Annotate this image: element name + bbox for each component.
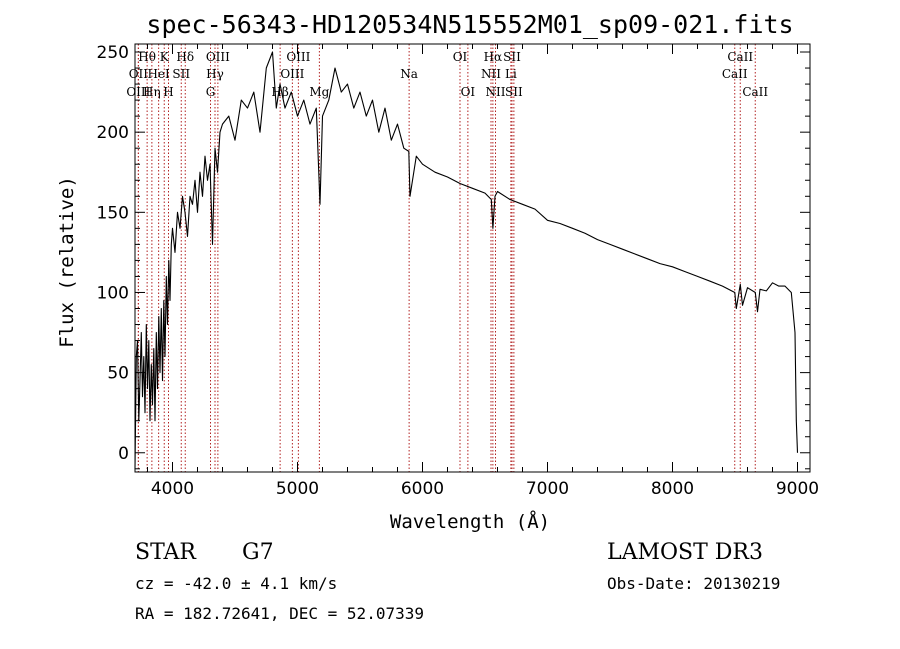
spectral-line-label: CaII: [742, 85, 768, 99]
object-class: STAR: [135, 540, 197, 565]
spectral-line-label: Hθ: [138, 50, 156, 64]
spectral-line-label: OI: [461, 85, 476, 99]
spectral-line-markers: [137, 44, 756, 472]
x-tick-label: 9000: [776, 479, 819, 499]
y-tick-label: 250: [97, 43, 129, 63]
spectral-line-label: OI: [453, 50, 468, 64]
survey-name: LAMOST DR3: [607, 540, 763, 565]
axis-ticks: 4000 5000 6000 7000 8000 9000 0 50 100 150 200 250: [97, 43, 820, 499]
spectral-line-label: K: [160, 50, 170, 64]
spectrum-series-line: [134, 51, 799, 469]
y-tick-label: 150: [97, 203, 129, 223]
y-axis-label: Flux (relative): [56, 176, 78, 348]
spectral-line-label: SII: [505, 85, 523, 99]
y-tick-label: 200: [97, 123, 129, 143]
plot-frame: [134, 43, 811, 473]
sky-coordinates: RA = 182.72641, DEC = 52.07339: [135, 604, 424, 623]
object-subclass: G7: [242, 540, 274, 565]
spectral-line-label: OIII: [286, 50, 310, 64]
spectral-line-label: SII: [172, 67, 190, 81]
x-axis-label: Wavelength (Å): [390, 510, 550, 533]
x-tick-label: 8000: [651, 479, 694, 499]
spectral-line-label: OIII: [126, 85, 150, 99]
spectral-line-labels: Hθ OII OIII K HeI Hη Hδ SII H OIII Hγ G Hβ OIII OIII Mg…: [126, 50, 768, 99]
observation-date: Obs-Date: 20130219: [607, 574, 780, 593]
spectral-line-label: Hβ: [271, 85, 288, 99]
spectral-line-label: NII: [486, 85, 506, 99]
spectral-line-label: Mg: [309, 85, 329, 99]
spectrum-series-layer: [134, 51, 799, 469]
spectral-line-label: Hα: [484, 50, 503, 64]
spectral-line-label: Hγ: [206, 67, 224, 81]
spectral-line-label: G: [206, 85, 216, 99]
spectral-line-label: SII: [503, 50, 521, 64]
x-tick-label: 4000: [151, 479, 194, 499]
y-tick-label: 0: [118, 444, 129, 464]
plot-border: [134, 43, 811, 473]
spectral-line-label: CaII: [727, 50, 753, 64]
spectral-line-label: OIII: [206, 50, 230, 64]
x-tick-label: 7000: [526, 479, 569, 499]
spectral-line-label: H: [163, 85, 173, 99]
spectral-line-label: Hδ: [176, 50, 194, 64]
redshift-velocity: cz = -42.0 ± 4.1 km/s: [135, 574, 337, 593]
spectral-line-label: OII: [129, 67, 149, 81]
spectral-line-label: Li: [505, 67, 517, 81]
spectral-line-label: Hη: [143, 85, 161, 99]
spectral-line-label: Na: [400, 67, 418, 81]
spectral-line-label: CaII: [722, 67, 748, 81]
spectral-line-label: HeI: [147, 67, 170, 81]
y-tick-label: 100: [97, 283, 129, 303]
chart-title: spec-56343-HD120534N515552M01_sp09-021.f…: [146, 10, 793, 39]
spectral-line-label: OIII: [280, 67, 304, 81]
spectral-line-label: NII: [481, 67, 501, 81]
x-tick-label: 6000: [401, 479, 444, 499]
y-tick-label: 50: [107, 364, 129, 384]
x-tick-label: 5000: [276, 479, 319, 499]
